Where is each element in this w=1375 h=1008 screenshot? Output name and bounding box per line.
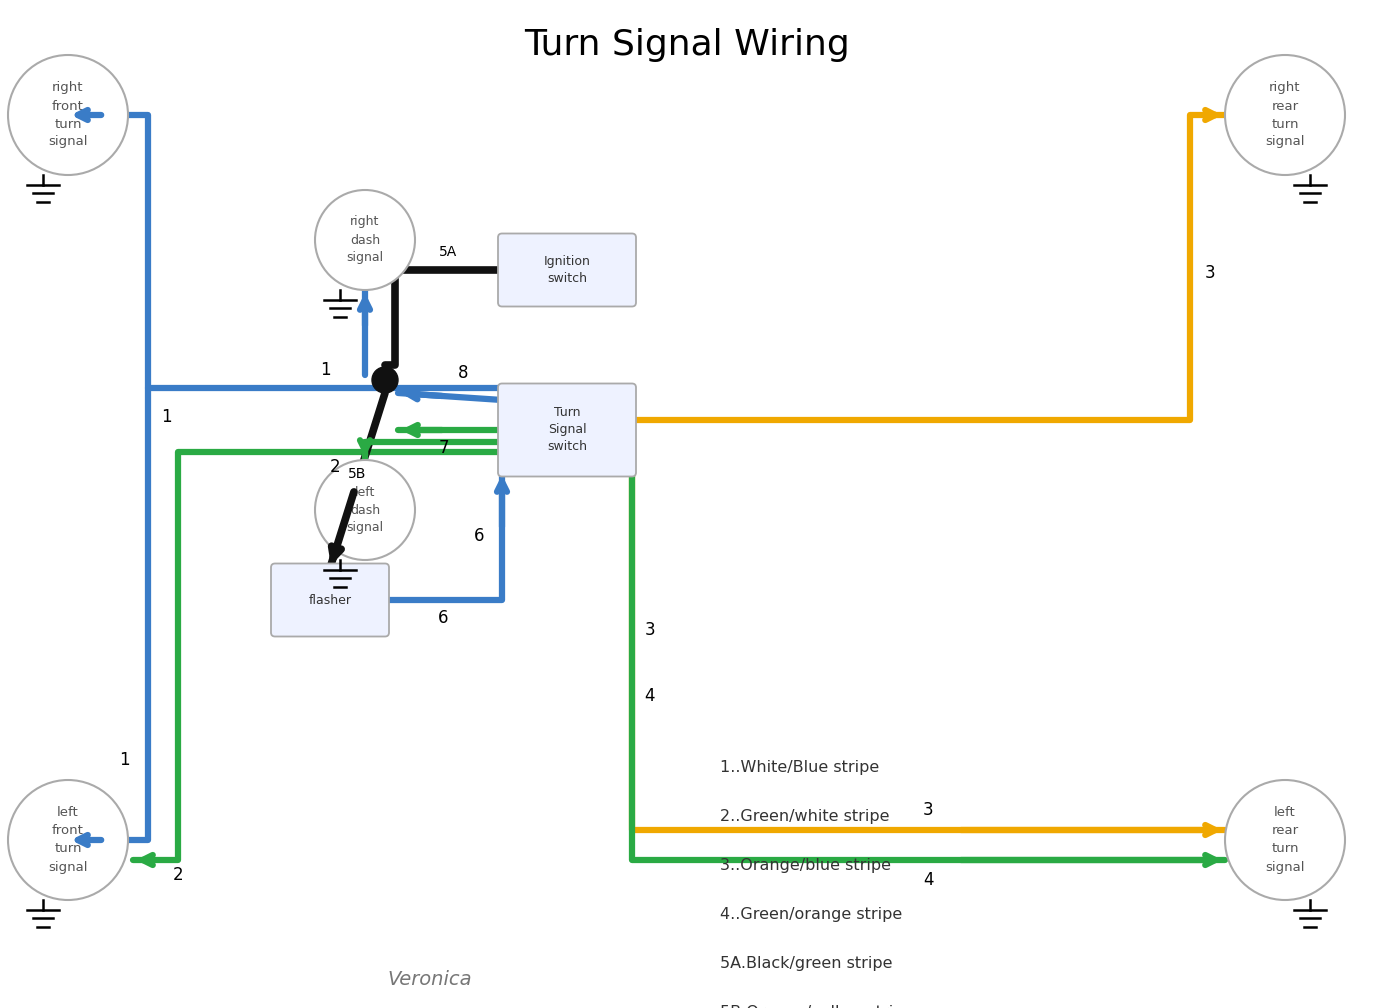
Text: 1: 1	[120, 751, 131, 769]
Text: right
rear
turn
signal: right rear turn signal	[1265, 82, 1305, 148]
Circle shape	[8, 55, 128, 175]
Text: left
dash
signal: left dash signal	[346, 486, 384, 534]
Text: 2: 2	[330, 458, 340, 476]
FancyBboxPatch shape	[498, 383, 637, 477]
FancyBboxPatch shape	[271, 563, 389, 636]
Text: 1: 1	[319, 361, 330, 379]
Text: Ignition
switch: Ignition switch	[543, 255, 590, 285]
Text: 5A: 5A	[440, 245, 458, 259]
FancyBboxPatch shape	[498, 234, 637, 306]
Circle shape	[315, 190, 415, 290]
Text: Turn Signal Wiring: Turn Signal Wiring	[525, 28, 850, 62]
Text: left
front
turn
signal: left front turn signal	[48, 806, 88, 874]
Circle shape	[373, 367, 397, 393]
Text: 5B.Orange/yellow stripe: 5B.Orange/yellow stripe	[720, 1005, 913, 1008]
Text: 2..Green/white stripe: 2..Green/white stripe	[720, 809, 890, 824]
Text: 1..White/Blue stripe: 1..White/Blue stripe	[720, 760, 879, 775]
Text: 6: 6	[439, 609, 448, 627]
Text: 3..Orange/blue stripe: 3..Orange/blue stripe	[720, 858, 891, 873]
Text: 8: 8	[458, 364, 469, 382]
Text: 1: 1	[161, 408, 172, 426]
Text: 4: 4	[645, 687, 656, 705]
Text: 4..Green/orange stripe: 4..Green/orange stripe	[720, 907, 902, 922]
Text: 4: 4	[923, 871, 934, 889]
Circle shape	[1225, 55, 1345, 175]
Text: 7: 7	[439, 439, 448, 457]
Text: flasher: flasher	[308, 594, 352, 607]
Circle shape	[1225, 780, 1345, 900]
Circle shape	[315, 460, 415, 560]
Text: right
dash
signal: right dash signal	[346, 216, 384, 264]
Text: left
rear
turn
signal: left rear turn signal	[1265, 806, 1305, 874]
Text: 3: 3	[923, 801, 934, 818]
Text: 5A.Black/green stripe: 5A.Black/green stripe	[720, 956, 892, 971]
Text: 5B: 5B	[348, 467, 366, 481]
Circle shape	[8, 780, 128, 900]
Text: 3: 3	[645, 621, 656, 639]
Text: Veronica: Veronica	[388, 970, 472, 989]
Text: right
front
turn
signal: right front turn signal	[48, 82, 88, 148]
Text: Turn
Signal
switch: Turn Signal switch	[547, 406, 587, 454]
Text: 6: 6	[473, 527, 484, 545]
Text: 2: 2	[173, 866, 183, 884]
Text: 3: 3	[1204, 263, 1216, 281]
